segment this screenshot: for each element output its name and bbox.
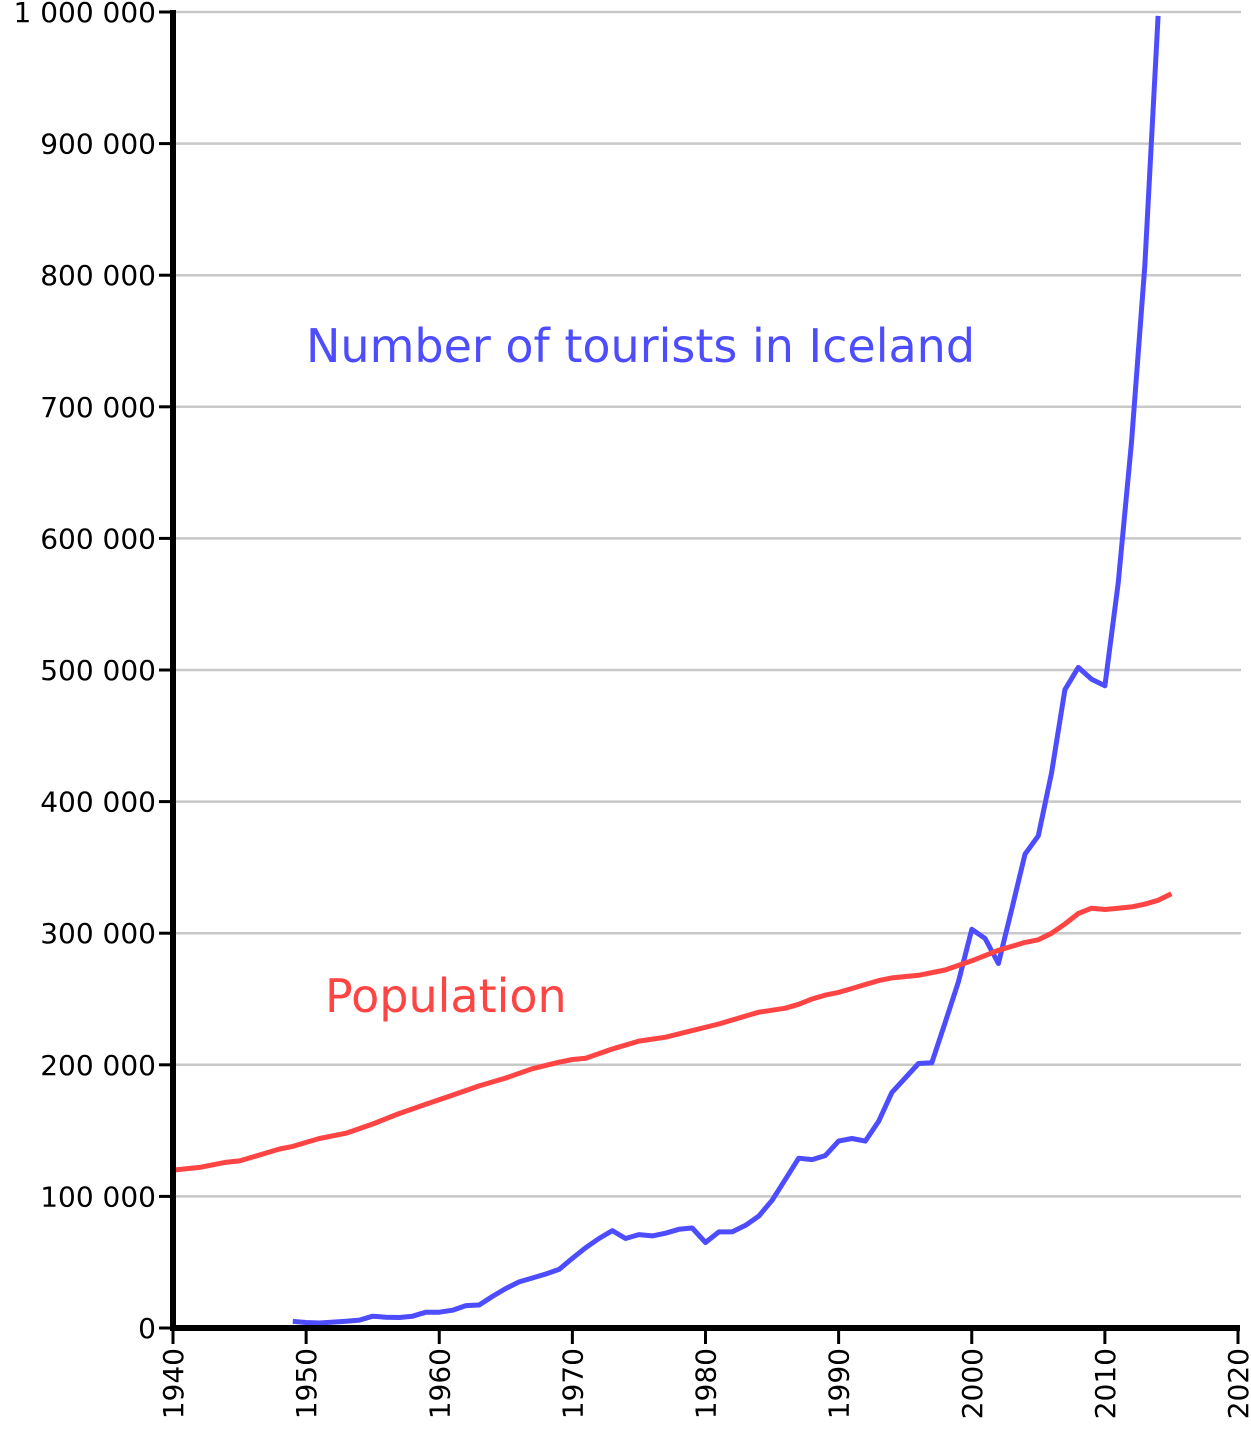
y-tick-label: 1 000 000 [13, 0, 156, 29]
x-tick-label: 1960 [423, 1348, 456, 1419]
y-tick-label: 400 000 [40, 786, 156, 819]
tourists-series-label: Number of tourists in Iceland [306, 319, 975, 373]
x-tick-label: 2000 [956, 1348, 989, 1419]
tourists-series-line [292, 15, 1161, 1326]
y-tick-label: 700 000 [40, 391, 156, 424]
x-ticks: 1940 1950 1960 1970 1980 1990 2000 2010 2020 [157, 1328, 1251, 1419]
x-tick-label: 2010 [1089, 1348, 1122, 1419]
x-tick-label: 1970 [556, 1348, 589, 1419]
y-tick-label: 800 000 [40, 259, 156, 292]
x-tick-label: 2020 [1222, 1348, 1251, 1419]
y-tick-label: 300 000 [40, 917, 156, 950]
y-tick-label: 0 [138, 1312, 156, 1345]
y-tick-label: 500 000 [40, 654, 156, 687]
y-tick-label: 200 000 [40, 1049, 156, 1082]
annotations: Number of tourists in Iceland Population [306, 319, 975, 1023]
series-layer [172, 15, 1173, 1326]
y-ticks: 0 100 000 200 000 300 000 400 000 500 000 600 … [13, 0, 173, 1345]
y-tick-label: 100 000 [40, 1180, 156, 1213]
x-tick-label: 1980 [690, 1348, 723, 1419]
y-tick-label: 600 000 [40, 522, 156, 555]
y-tick-label: 900 000 [40, 128, 156, 161]
x-tick-label: 1950 [290, 1348, 323, 1419]
grid-lines [173, 10, 1241, 1198]
population-series-line [172, 891, 1173, 1173]
population-series-label: Population [325, 969, 567, 1023]
x-tick-label: 1940 [157, 1348, 190, 1419]
x-tick-label: 1990 [823, 1348, 856, 1419]
